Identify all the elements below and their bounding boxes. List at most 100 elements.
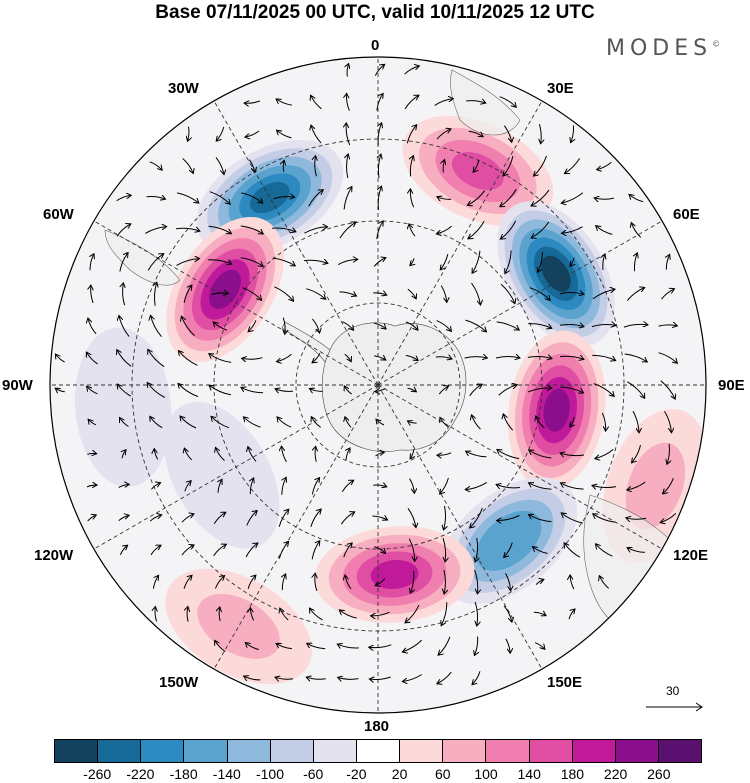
wind-vector-arrow [242, 358, 263, 360]
colorbar-tick-label: 140 [517, 766, 541, 782]
wind-vector-arrow [468, 130, 483, 136]
lon-label-90e: 90E [718, 377, 745, 394]
wind-vector-arrow [277, 130, 292, 139]
wind-vector-arrow [529, 287, 550, 301]
wind-vector-arrow [626, 518, 647, 519]
lon-label-30e: 30E [547, 80, 574, 97]
wind-vector-arrow [90, 254, 94, 271]
wind-vector-arrow [437, 197, 452, 200]
colorbar-segment [140, 740, 184, 762]
meridian-line [213, 100, 379, 386]
wind-vector-arrow [378, 123, 382, 146]
wind-vector-arrow [536, 416, 545, 429]
wind-vector-arrow [215, 640, 226, 653]
wind-vector-arrow [440, 285, 447, 303]
reference-vector-value: 30 [666, 684, 680, 698]
wind-vector-arrow [603, 254, 605, 270]
wind-vector-arrow [658, 352, 678, 364]
wind-vector-arrow [409, 224, 416, 237]
wind-vector-arrow [505, 572, 511, 591]
wind-vector-arrow [250, 608, 255, 621]
wind-vector-arrow [436, 129, 451, 140]
wind-vector-arrow [626, 288, 644, 301]
wind-vector-arrow [311, 125, 322, 144]
brand-name: MODES [606, 36, 713, 61]
wind-vector-arrow [87, 453, 96, 454]
colorbar-segment [183, 740, 227, 762]
wind-vector-arrow [627, 548, 645, 553]
wind-vector-arrow [375, 452, 385, 457]
wind-vector-arrow [218, 479, 222, 493]
wind-vector-arrow [154, 449, 159, 460]
wind-vector-arrow [599, 576, 610, 589]
wind-vector-arrow [306, 288, 325, 300]
wind-vector-arrow [660, 513, 677, 522]
wind-vector-arrow [469, 384, 483, 397]
wind-vector-arrow [498, 385, 517, 396]
wind-vector-arrow [152, 575, 158, 589]
wind-vector-arrow [116, 195, 132, 202]
wind-vector-arrow [369, 644, 392, 648]
colorbar-segment [226, 740, 270, 762]
wind-vector-arrow [176, 259, 200, 266]
wind-vector-arrow [465, 481, 488, 489]
wind-vector-arrow [531, 189, 550, 206]
wind-vector-arrow [437, 671, 452, 684]
wind-vector-arrow [559, 293, 584, 295]
lon-label-60w: 60W [43, 206, 74, 223]
wind-vector-arrow [315, 156, 317, 177]
lon-label-120w: 120W [34, 547, 74, 564]
wind-vector-arrow [627, 381, 644, 399]
wind-vector-arrow [88, 419, 97, 426]
wind-vector-arrow [312, 352, 321, 363]
wind-vector-arrow [475, 601, 477, 626]
wind-vector-arrow [309, 389, 323, 392]
map-title: Base 07/11/2025 00 UTC, valid 10/11/2025… [155, 2, 595, 23]
wind-vector-arrow [407, 288, 416, 299]
wind-vector-arrow [311, 478, 319, 495]
meridian-line [377, 220, 663, 386]
wind-vector-arrow [244, 101, 261, 103]
wind-vector-arrow [503, 414, 514, 431]
wind-vector-arrow [150, 416, 163, 429]
wind-vector-arrow [373, 258, 386, 267]
wind-vector-arrow [275, 389, 294, 391]
wind-vector-arrow [342, 321, 353, 331]
wind-vector-arrow [561, 226, 583, 234]
wind-vector-arrow [184, 481, 191, 492]
wind-vector-arrow [209, 385, 232, 396]
wind-vector-arrow [660, 380, 675, 399]
wind-vector-arrow [215, 157, 224, 174]
lon-label-30w: 30W [168, 80, 199, 97]
wind-vector-arrow [178, 383, 199, 398]
wind-vector-arrow [560, 386, 583, 393]
wind-vector-arrow [538, 251, 543, 273]
wind-vector-arrow [311, 417, 321, 428]
wind-vector-arrow [339, 292, 357, 296]
wind-vector-arrow [272, 228, 296, 232]
wind-vector-arrow [375, 387, 386, 391]
wind-vector-arrow [213, 544, 227, 557]
anomaly-blob [440, 477, 578, 604]
wind-vector-arrow [278, 541, 288, 559]
wind-vector-arrow [146, 197, 166, 200]
wind-vector-arrow [117, 350, 132, 367]
wind-vector-arrow [374, 356, 386, 360]
wind-vector-arrow [208, 225, 232, 233]
wind-vector-arrow [467, 190, 486, 206]
wind-vector-arrow [529, 450, 552, 459]
colorbar-segment [399, 740, 443, 762]
anomaly-blob [314, 526, 475, 623]
wind-vector-arrow [440, 417, 449, 428]
wind-vector-arrow [282, 477, 286, 495]
wind-vector-arrow [181, 316, 195, 337]
wind-vector-arrow [378, 186, 381, 210]
wind-vector-arrow [595, 449, 614, 458]
wind-vector-arrow [468, 220, 485, 239]
wind-vector-arrow [376, 419, 385, 426]
wind-vector-arrow [564, 543, 581, 558]
wind-vector-arrow [241, 387, 264, 394]
wind-vector-arrow [560, 483, 584, 490]
map-disc-border [49, 56, 707, 714]
wind-vector-arrow [183, 575, 192, 589]
